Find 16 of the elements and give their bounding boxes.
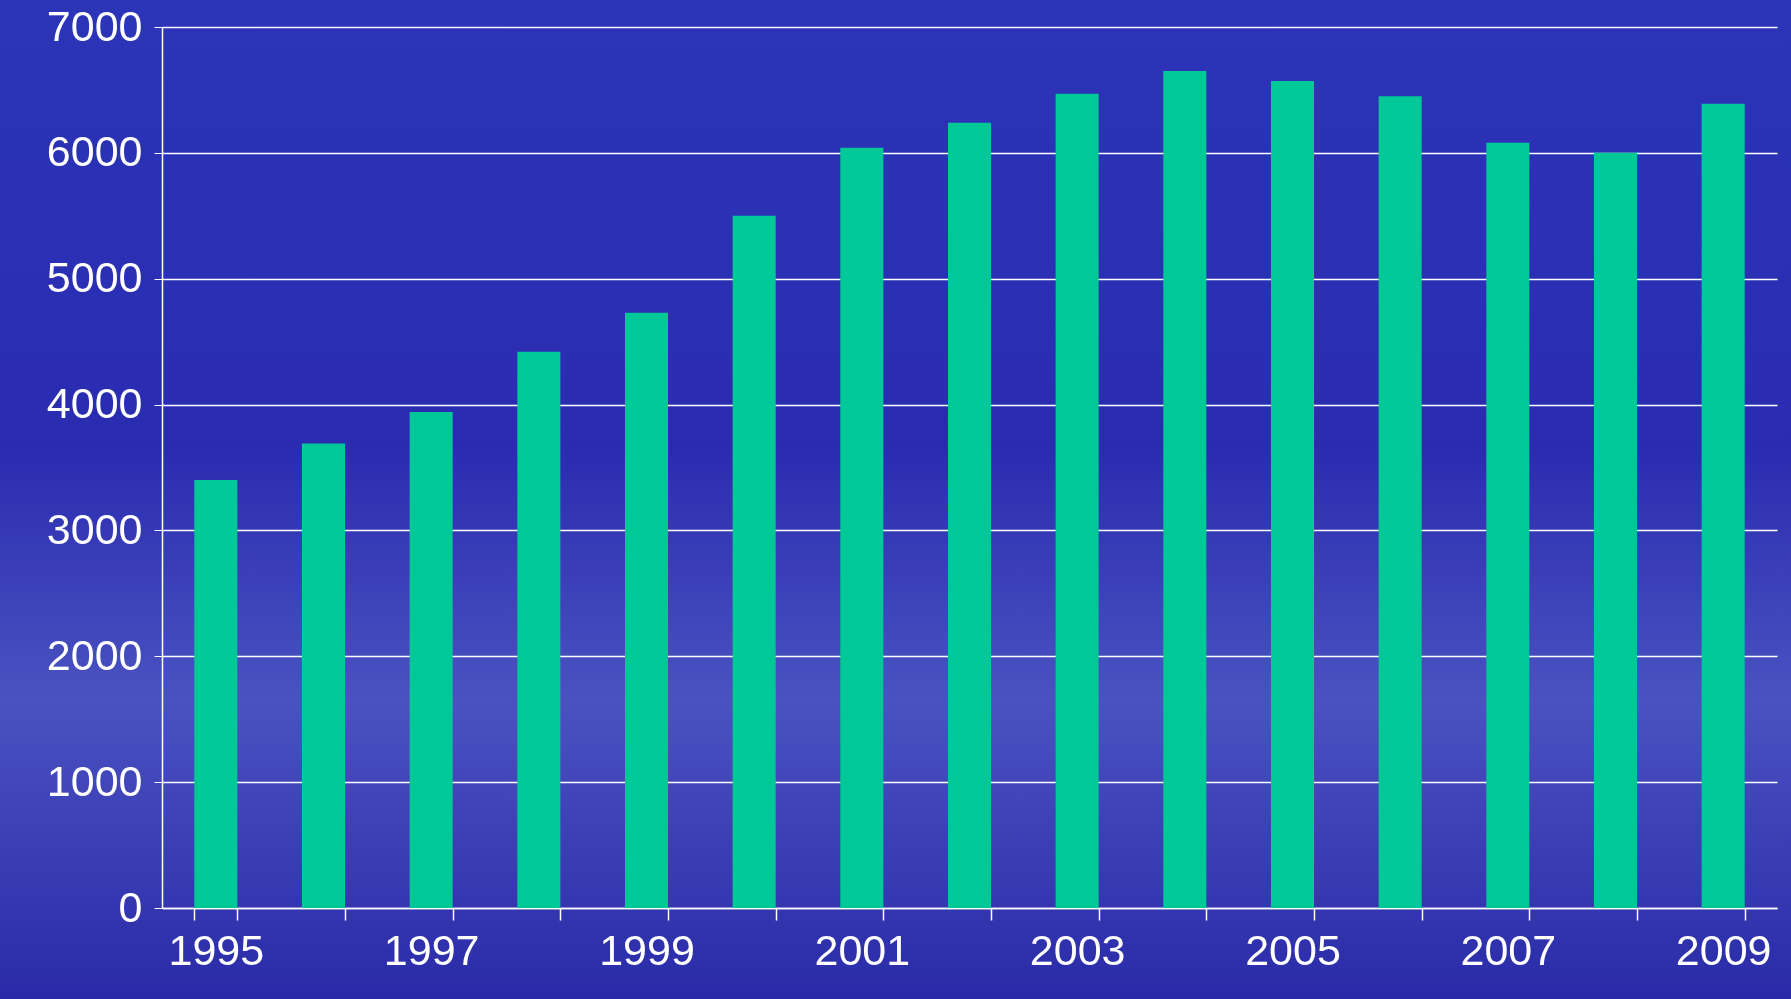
y-tick-label: 3000 bbox=[46, 504, 143, 553]
y-tick-label: 0 bbox=[118, 882, 143, 931]
x-tick-label: 1997 bbox=[383, 925, 480, 974]
x-tick-label: 1995 bbox=[168, 925, 265, 974]
y-tick-label: 5000 bbox=[46, 253, 143, 302]
x-tick-label: 2009 bbox=[1675, 925, 1772, 974]
x-tick-label: 2007 bbox=[1460, 925, 1557, 974]
x-tick-label: 2005 bbox=[1245, 925, 1341, 974]
x-tick-label: 2003 bbox=[1029, 925, 1126, 974]
y-tick-label: 4000 bbox=[46, 379, 143, 428]
y-tick-label: 1000 bbox=[46, 756, 143, 805]
y-tick-label: 6000 bbox=[46, 127, 143, 176]
y-tick-label: 2000 bbox=[46, 630, 143, 679]
x-tick-label: 2001 bbox=[814, 925, 911, 974]
x-tick-label: 1999 bbox=[599, 925, 695, 974]
y-tick-label: 7000 bbox=[46, 1, 143, 50]
